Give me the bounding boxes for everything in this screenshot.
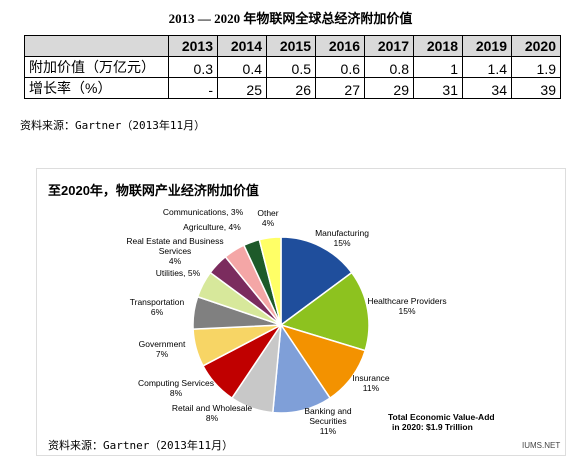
slice-name: Transportation [129, 297, 185, 307]
slice-value: 11% [319, 426, 337, 436]
slice-name: Manufacturing [315, 228, 369, 238]
watermark: IUMS.NET [522, 441, 561, 450]
slice-value: 8% [169, 388, 183, 398]
column-header: 2014 [217, 35, 267, 57]
slice-value: 8% [205, 413, 219, 423]
slice-value: 4% [228, 222, 241, 232]
pie-slice [280, 236, 353, 327]
table-cell: 34 [462, 77, 512, 99]
data-table: 2013 2014 2015 2016 2017 2018 2019 2020 附加价值（万亿元… [24, 35, 561, 99]
slice-value: 6% [150, 307, 164, 317]
table-row: 附加价值（万亿元） 0.3 0.4 0.5 0.6 0.8 1 1.4 1.9 [24, 56, 561, 78]
annotation-line: Total Economic Value-Add [388, 412, 495, 422]
slice-label: Transportation 6% [117, 297, 197, 317]
slice-value: 4% [168, 256, 182, 266]
table-cell: 1.9 [511, 56, 561, 78]
column-header: 2016 [315, 35, 365, 57]
table-cell: 29 [364, 77, 414, 99]
slice-name: Communications, [162, 207, 229, 217]
table-cell: 0.6 [315, 56, 365, 78]
slice-label: Retail and Wholesale 8% [157, 403, 267, 423]
table-cell: 0.4 [217, 56, 267, 78]
column-header: 2015 [266, 35, 316, 57]
table-cell: 39 [511, 77, 561, 99]
row-label: 附加价值（万亿元） [24, 56, 169, 78]
slice-label: Healthcare Providers 15% [357, 296, 457, 316]
slice-label: Real Estate and Business Services 4% [125, 236, 225, 266]
slice-value: 11% [362, 383, 380, 393]
slice-value: 4% [261, 218, 275, 228]
slice-value: 15% [398, 306, 416, 316]
corner-cell [24, 35, 169, 57]
slice-value: 5% [187, 268, 201, 278]
slice-name: Computing Services [137, 378, 215, 388]
row-label: 增长率（%） [24, 77, 169, 99]
slice-label: Other 4% [248, 208, 288, 228]
chart-frame [36, 168, 566, 456]
chart-title: 至2020年，物联网产业经济附加价值 [48, 183, 259, 198]
slice-value: 15% [333, 238, 351, 248]
table-cell: 31 [413, 77, 463, 99]
chart-source: 资料来源：Gartner（2013年11月） [48, 439, 234, 452]
slice-label: Insurance 11% [341, 373, 401, 393]
table-cell: 0.3 [168, 56, 218, 78]
slice-label: Communications, 3% [148, 207, 258, 217]
column-header: 2013 [168, 35, 218, 57]
slice-name: Government [138, 339, 186, 349]
table-title: 2013 — 2020 年物联网全球总经济附加价值 [168, 11, 413, 26]
slice-label: Government 7% [127, 339, 197, 359]
column-header: 2018 [413, 35, 463, 57]
slice-name: Insurance [352, 373, 390, 383]
slice-name: Utilities, [155, 268, 186, 278]
slice-name: Other [257, 208, 279, 218]
slice-name: Healthcare Providers [367, 296, 447, 306]
slice-name: Real Estate and Business Services [126, 236, 224, 256]
slice-name: Agriculture, [183, 222, 227, 232]
slice-value: 3% [230, 207, 244, 217]
column-header: 2020 [511, 35, 561, 57]
table-cell: 27 [315, 77, 365, 99]
source: 资料来源：Gartner（2013年11月） [20, 119, 206, 132]
slice-value: 7% [155, 349, 169, 359]
table-cell: 25 [217, 77, 267, 99]
slice-name: Retail and Wholesale [171, 403, 253, 413]
annotation-line: in 2020: $1.9 Trillion [392, 422, 473, 432]
column-header: 2017 [364, 35, 414, 57]
annotation: Total Economic Value-Add in 2020: $1.9 T… [388, 412, 495, 432]
slice-label: Utilities, 5% [133, 268, 223, 278]
slice-label: Agriculture, 4% [167, 222, 257, 232]
slice-label: Computing Services 8% [126, 378, 226, 398]
slice-label: Manufacturing 15% [302, 228, 382, 248]
table-row: 增长率（%） -25 26 27 29 31 34 39 [24, 77, 561, 99]
slice-label: Banking and Securities 11% [298, 406, 358, 436]
pie-slice [258, 236, 282, 326]
slice-name: Banking and Securities [304, 406, 352, 426]
